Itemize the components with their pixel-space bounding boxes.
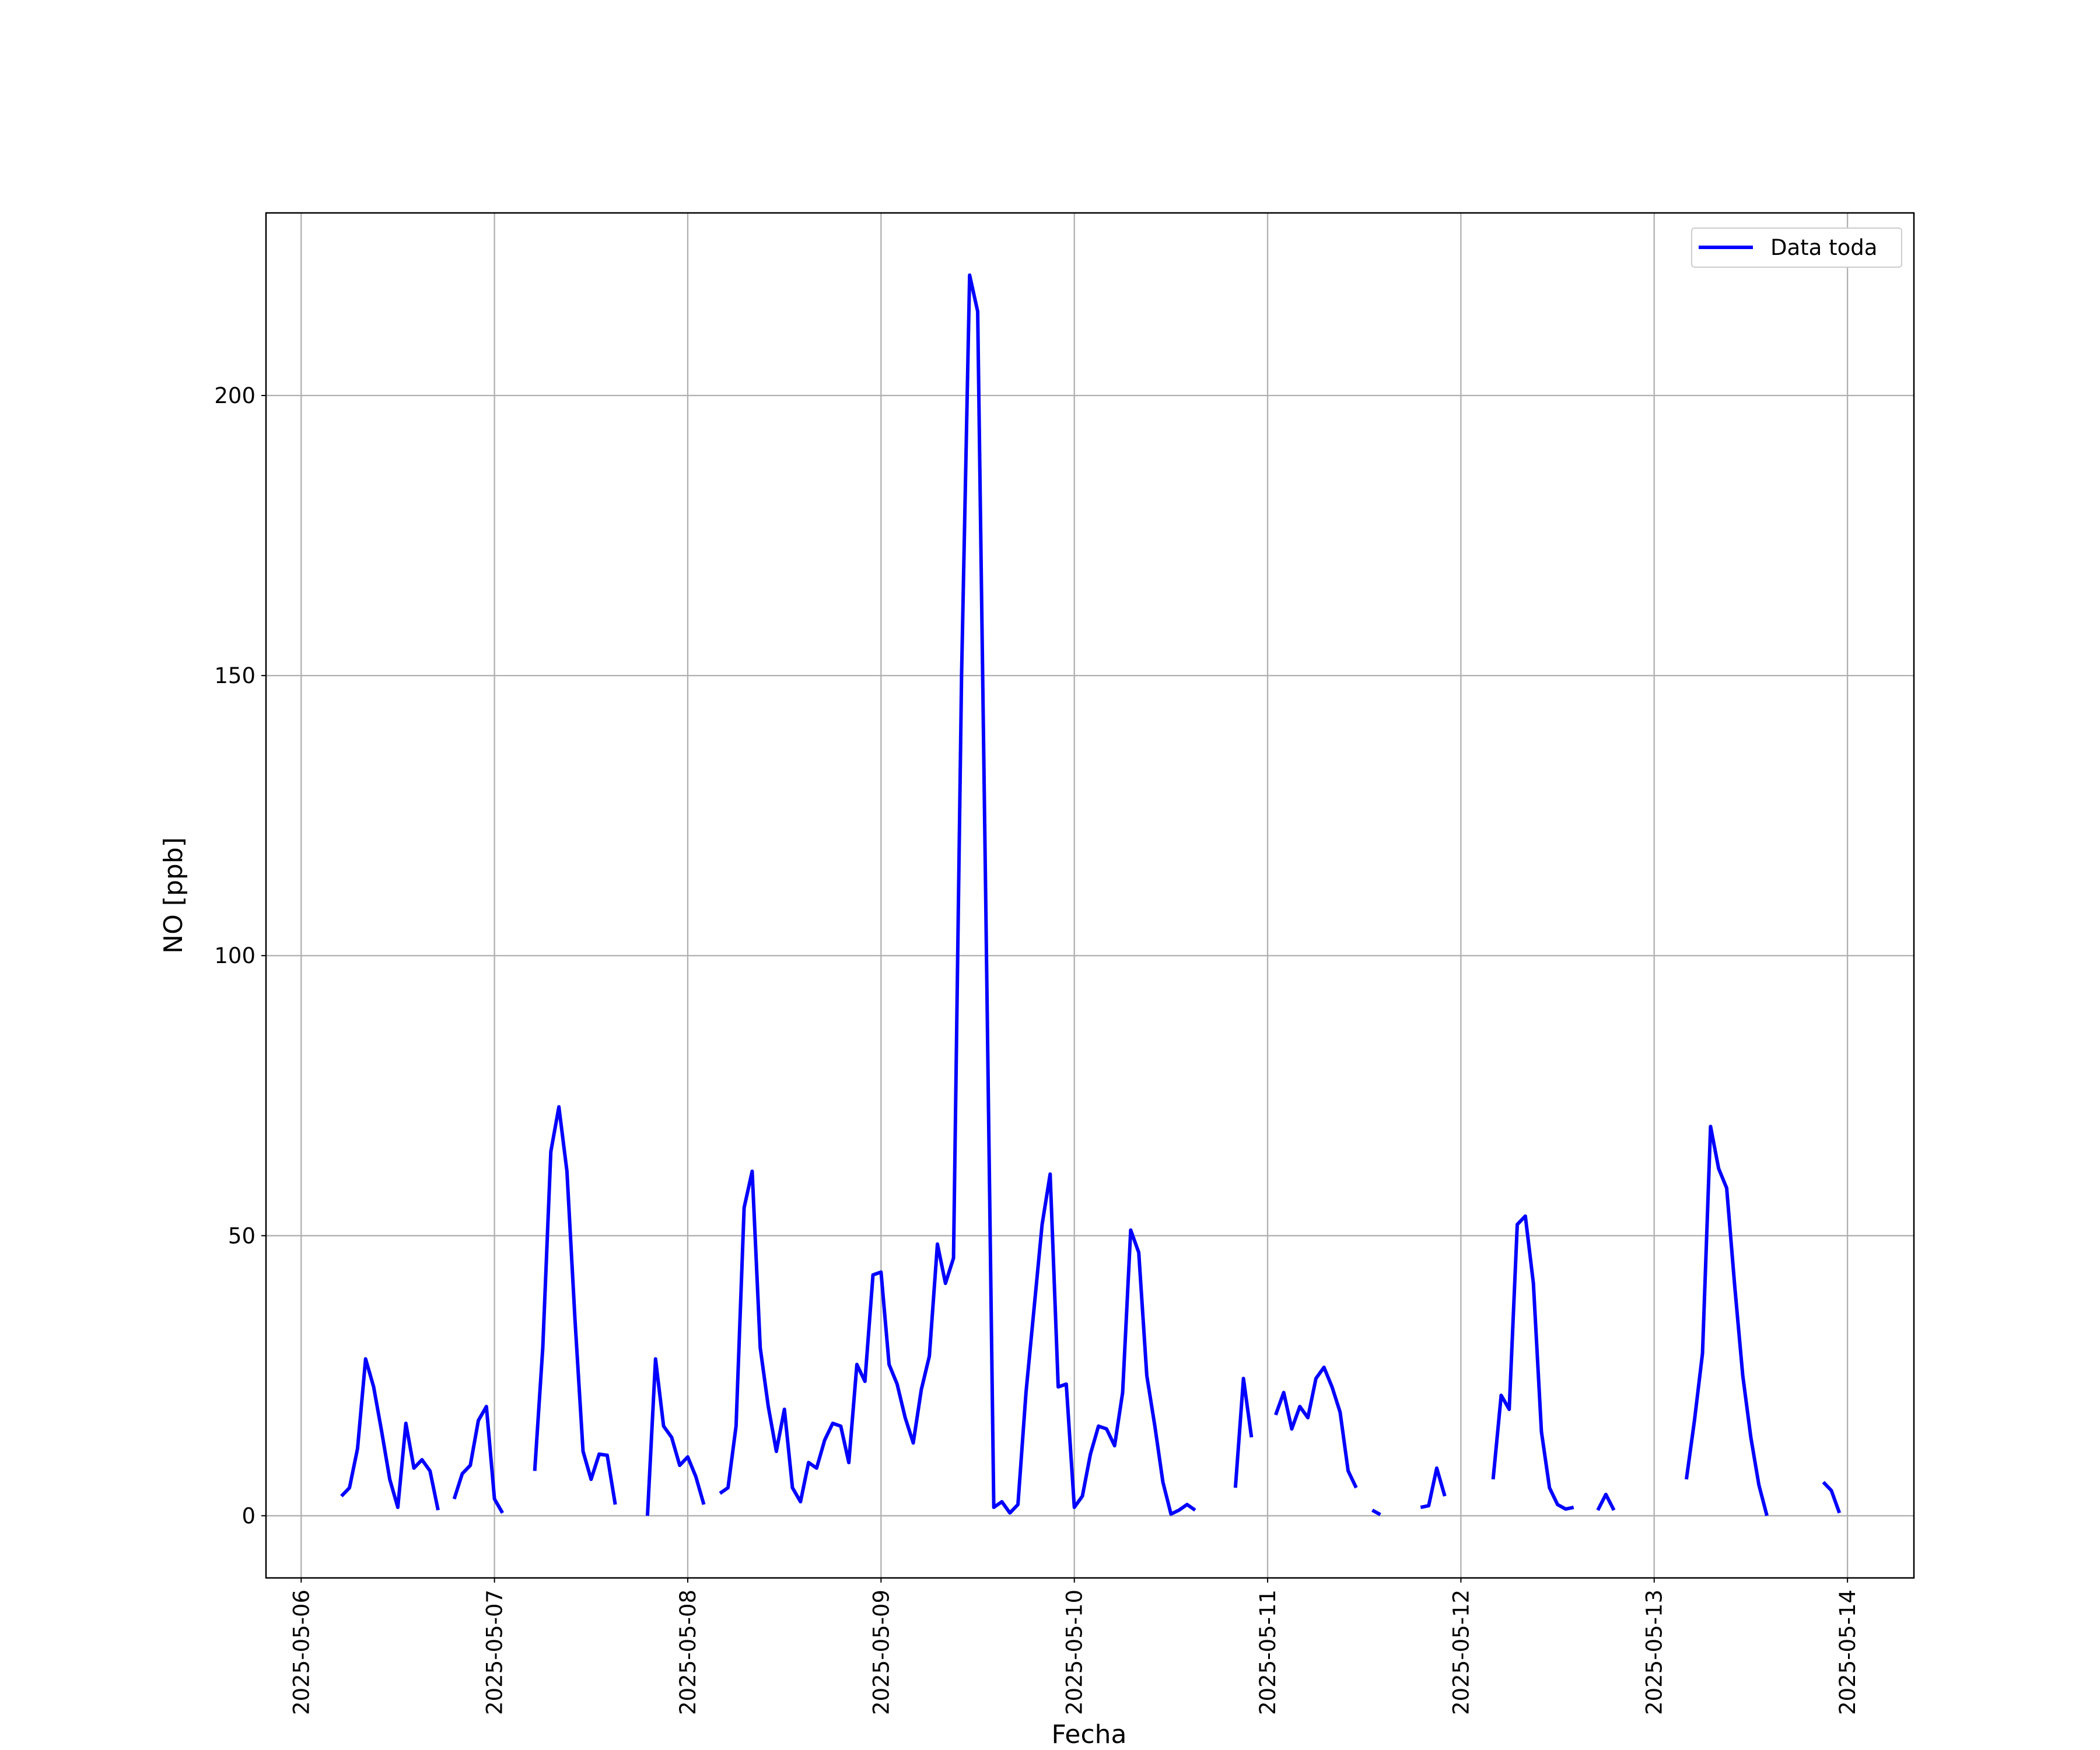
- y-tick-label: 200: [214, 383, 256, 408]
- y-axis-label: NO [ppb]: [159, 837, 188, 954]
- x-tick-label: 2025-05-11: [1255, 1590, 1280, 1715]
- y-tick-label: 150: [214, 663, 256, 688]
- x-tick-label: 2025-05-14: [1835, 1590, 1860, 1715]
- x-axis-label: Fecha: [1051, 1720, 1126, 1749]
- y-tick-label: 100: [214, 943, 256, 968]
- data-line: [340, 273, 1842, 1517]
- x-tick-label: 2025-05-12: [1448, 1590, 1474, 1715]
- x-tick-label: 2025-05-08: [676, 1590, 701, 1715]
- x-tick-label: 2025-05-09: [869, 1590, 894, 1715]
- plot-frame: [265, 212, 1915, 1579]
- y-tick-label: 0: [242, 1503, 256, 1528]
- y-tick-label: 50: [228, 1223, 256, 1248]
- legend-box: [1691, 228, 1902, 268]
- legend-label: Data toda: [1770, 235, 1877, 260]
- x-tick-label: 2025-05-10: [1062, 1590, 1087, 1715]
- x-tick-label: 2025-05-07: [482, 1590, 508, 1715]
- x-tick-label: 2025-05-06: [289, 1590, 314, 1715]
- x-tick-label: 2025-05-13: [1642, 1590, 1667, 1715]
